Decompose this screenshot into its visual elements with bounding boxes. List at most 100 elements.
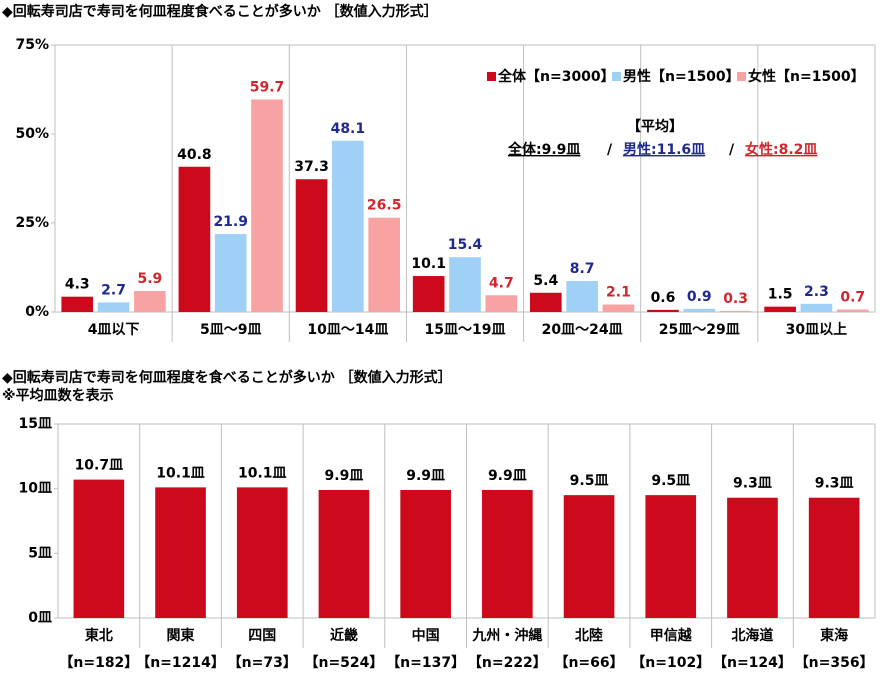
value-label: 2.1 xyxy=(606,285,631,301)
value-label: 5.9 xyxy=(137,271,162,287)
legend-label: 全体【n=3000】 xyxy=(497,68,615,85)
value-label: 2.3 xyxy=(804,284,829,300)
bar xyxy=(808,497,860,618)
bar xyxy=(836,309,869,312)
x-tick-label: 東北 xyxy=(85,627,113,644)
x-tick-label: 甲信越 xyxy=(650,627,693,644)
value-label: 5.4 xyxy=(533,273,558,289)
x-tick-label: 北海道 xyxy=(731,627,773,644)
bar xyxy=(485,295,518,312)
bar xyxy=(295,179,328,312)
bar xyxy=(178,166,211,312)
bar xyxy=(73,479,125,618)
annotation-separator: / xyxy=(729,142,735,158)
category-note: 【n=124】 xyxy=(713,655,792,671)
x-tick-label: 関東 xyxy=(167,627,195,644)
x-tick-label: 5皿～9皿 xyxy=(200,322,261,338)
y-tick-label: 0% xyxy=(25,304,49,320)
x-tick-label: 中国 xyxy=(412,627,440,644)
value-label: 10.1 xyxy=(411,256,446,272)
category-note: 【n=524】 xyxy=(304,655,383,671)
bar xyxy=(236,487,288,618)
bar xyxy=(368,217,400,312)
chart-subtitle: ※平均皿数を表示 xyxy=(2,387,114,404)
value-label: 9.9皿 xyxy=(488,468,527,484)
bar xyxy=(318,489,370,618)
annotation-item: 男性:11.6皿 xyxy=(623,141,705,158)
value-label: 9.5皿 xyxy=(570,473,609,489)
x-tick-label: 25皿～29皿 xyxy=(659,322,740,338)
value-label: 21.9 xyxy=(213,214,248,230)
value-label: 2.7 xyxy=(101,282,126,298)
annotation-separator: / xyxy=(607,142,613,158)
bar xyxy=(61,296,94,312)
y-tick-label: 25% xyxy=(15,215,49,231)
value-label: 0.6 xyxy=(651,290,676,306)
chart-title: ◆回転寿司店で寿司を何皿程度を食べることが多いか ［数値入力形式］ xyxy=(2,369,452,386)
bar xyxy=(155,487,206,618)
value-label: 8.7 xyxy=(570,261,595,277)
category-note: 【n=222】 xyxy=(468,655,547,671)
value-label: 10.7皿 xyxy=(75,458,124,474)
x-tick-label: 30皿以上 xyxy=(786,322,847,338)
category-note: 【n=102】 xyxy=(631,655,710,671)
value-label: 26.5 xyxy=(367,198,402,214)
legend-swatch xyxy=(612,72,621,81)
value-label: 4.3 xyxy=(65,277,90,293)
category-note: 【n=73】 xyxy=(228,655,297,671)
annotation-item: 全体:9.9皿 xyxy=(507,141,580,158)
value-label: 1.5 xyxy=(768,287,793,303)
value-label: 9.9皿 xyxy=(325,468,364,484)
bar xyxy=(332,140,364,312)
bar xyxy=(764,306,796,312)
x-tick-label: 近畿 xyxy=(330,627,358,644)
category-note: 【n=356】 xyxy=(795,655,874,671)
bar xyxy=(134,290,166,312)
bar xyxy=(400,489,451,618)
x-tick-label: 東海 xyxy=(820,627,848,644)
bar xyxy=(412,276,445,312)
value-label: 4.7 xyxy=(489,275,514,291)
bar xyxy=(482,489,533,618)
bar xyxy=(563,495,615,618)
value-label: 40.8 xyxy=(177,147,212,163)
category-note: 【n=66】 xyxy=(554,655,623,671)
bar xyxy=(602,304,635,312)
annotation-title: 【平均】 xyxy=(627,118,683,135)
value-label: 9.9皿 xyxy=(406,468,445,484)
category-note: 【n=137】 xyxy=(386,655,465,671)
value-label: 15.4 xyxy=(448,237,483,253)
category-note: 【n=182】 xyxy=(59,655,138,671)
bar xyxy=(97,302,130,312)
bar xyxy=(719,310,752,312)
x-tick-label: 20皿～24皿 xyxy=(542,322,623,338)
y-tick-label: 5皿 xyxy=(28,545,52,561)
y-tick-label: 10皿 xyxy=(19,481,52,497)
y-tick-label: 75% xyxy=(15,37,49,53)
chart-title: ◆回転寿司店で寿司を何皿程度食べることが多いか ［数値入力形式］ xyxy=(2,3,438,20)
value-label: 9.5皿 xyxy=(651,473,690,489)
bar xyxy=(645,495,697,618)
value-label: 9.3皿 xyxy=(815,476,854,492)
legend-swatch xyxy=(737,72,746,81)
bar xyxy=(566,281,598,312)
x-tick-label: 4皿以下 xyxy=(88,322,140,338)
x-tick-label: 北陸 xyxy=(575,627,603,644)
bar xyxy=(449,257,481,312)
value-label: 37.3 xyxy=(294,159,329,175)
value-label: 10.1皿 xyxy=(156,465,205,481)
y-tick-label: 0皿 xyxy=(28,610,52,626)
bar xyxy=(683,308,716,312)
x-tick-label: 四国 xyxy=(248,628,276,644)
legend-label: 女性【n=1500】 xyxy=(748,68,865,85)
value-label: 59.7 xyxy=(250,79,285,95)
bar xyxy=(800,303,833,312)
legend-label: 男性【n=1500】 xyxy=(623,68,740,85)
value-label: 0.9 xyxy=(687,289,712,305)
value-label: 0.3 xyxy=(723,291,748,307)
bar xyxy=(727,497,778,618)
x-tick-label: 10皿～14皿 xyxy=(307,322,388,338)
category-note: 【n=1214】 xyxy=(136,655,225,671)
x-tick-label: 15皿～19皿 xyxy=(425,322,506,338)
annotation-item: 女性:8.2皿 xyxy=(745,141,817,158)
